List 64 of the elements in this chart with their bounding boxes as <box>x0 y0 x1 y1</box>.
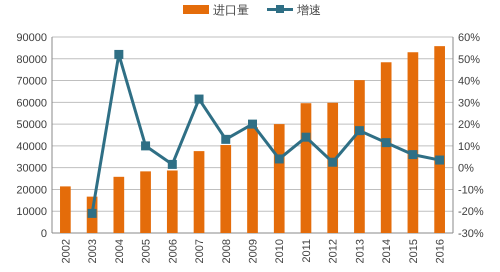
x-tick-label: 2004 <box>114 239 126 264</box>
x-tick-label: 2002 <box>60 239 72 264</box>
y-tick-label: 30000 <box>16 162 47 175</box>
point <box>301 132 310 142</box>
point <box>141 141 150 150</box>
y-tick-label: 10000 <box>16 206 47 218</box>
bar <box>300 103 312 233</box>
x-tick-label: 2012 <box>328 239 340 264</box>
x-tick-label: 2014 <box>381 239 394 264</box>
bar <box>380 62 392 233</box>
bar <box>166 170 178 233</box>
point <box>194 94 204 104</box>
y2-tick-label: 10% <box>458 140 480 153</box>
point <box>114 50 124 59</box>
bar <box>354 80 365 233</box>
bar <box>327 102 338 233</box>
y2-tick-label: -10% <box>458 184 484 196</box>
y-tick-label: 0 <box>40 228 47 240</box>
x-tick-label: 2003 <box>87 239 100 264</box>
y-tick-label: 50000 <box>16 119 47 132</box>
bar <box>140 171 151 233</box>
bar <box>408 52 418 233</box>
point <box>435 156 444 165</box>
x-tick-label: 2010 <box>274 239 286 264</box>
bar <box>274 124 285 233</box>
y2-tick-label: 30% <box>458 97 480 110</box>
x-tick-label: 2011 <box>300 239 313 263</box>
point <box>354 126 364 136</box>
x-tick-label: 2008 <box>220 239 233 264</box>
y2-tick-label: 40% <box>458 76 480 88</box>
x-tick-label: 2005 <box>140 239 153 264</box>
point <box>248 120 257 129</box>
legend-label: 增速 <box>296 3 321 17</box>
x-tick-label: 2015 <box>408 239 420 264</box>
x-tick-label: 2007 <box>194 239 206 264</box>
bar <box>113 176 124 233</box>
bar <box>434 46 445 233</box>
legend-label: 进口量 <box>213 3 249 17</box>
point <box>382 138 391 148</box>
point <box>274 154 284 164</box>
y-tick-label: 90000 <box>16 32 47 44</box>
y-tick-label: 20000 <box>16 184 47 196</box>
x-tick-label: 2016 <box>434 239 447 264</box>
point <box>221 134 230 144</box>
y-tick-label: 60000 <box>16 97 47 110</box>
y-tick-label: 80000 <box>16 54 47 66</box>
x-tick-label: 2013 <box>354 239 366 264</box>
y2-tick-label: 20% <box>458 119 480 132</box>
x-tick-label: 2009 <box>248 239 260 264</box>
bar <box>220 145 232 233</box>
y2-tick-label: 50% <box>458 54 480 66</box>
bar <box>194 151 204 233</box>
y2-tick-label: 0% <box>458 162 474 175</box>
y-tick-label: 40000 <box>16 140 47 153</box>
bar <box>247 127 258 233</box>
point <box>328 158 338 167</box>
y2-tick-label: -30% <box>458 228 484 240</box>
bar <box>60 186 71 233</box>
x-tick-label: 2006 <box>167 239 180 264</box>
point <box>168 160 177 169</box>
point <box>408 150 418 160</box>
y2-tick-label: -20% <box>458 206 484 218</box>
y-tick-label: 70000 <box>16 76 47 88</box>
y2-tick-label: 60% <box>458 32 480 44</box>
